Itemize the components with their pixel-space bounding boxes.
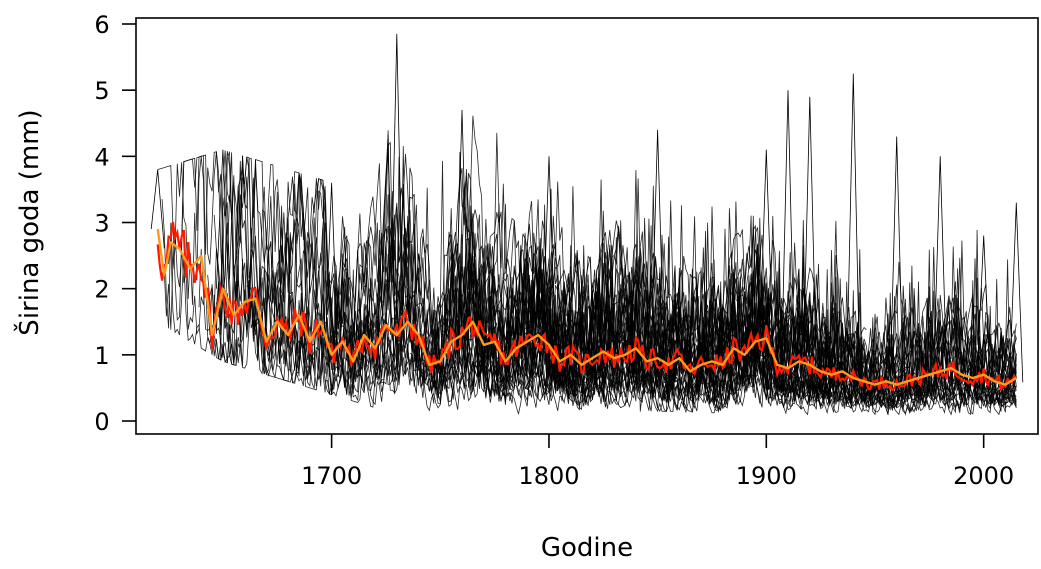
individual-series-peak (846, 73, 861, 383)
y-tick-label: 0 (94, 408, 109, 436)
individual-series-line (531, 301, 858, 416)
y-tick-label: 4 (94, 143, 109, 171)
individual-series-line (461, 252, 1004, 411)
y-tick-label: 3 (94, 210, 109, 238)
individual-series-peak (150, 169, 165, 249)
individual-series-peak (542, 156, 556, 353)
individual-series-peak (781, 90, 795, 374)
individual-series-peak (1009, 202, 1024, 383)
individual-series-peak (324, 182, 339, 362)
individual-series-peak (650, 129, 665, 365)
individual-series-line (324, 268, 1017, 416)
individual-series-peak (389, 33, 404, 344)
individual-series-peak (933, 156, 948, 377)
individual-series-line (637, 227, 1017, 400)
individual-series-peak (802, 96, 817, 371)
plot-frame (135, 17, 1039, 435)
y-axis-title: Širina goda (mm) (13, 109, 45, 335)
individual-series-peak (976, 235, 991, 380)
x-tick-label: 1800 (518, 462, 579, 490)
x-tick-label: 1700 (301, 462, 362, 490)
x-tick-label: 2000 (953, 462, 1014, 490)
individual-series-line (437, 287, 1017, 413)
individual-series-peak (455, 109, 469, 344)
x-axis-title: Godine (541, 533, 633, 563)
axes-group: 0 1 2 3 4 5 6 1700 1800 1900 2000 (94, 11, 1014, 490)
smoothed-mean-line (156, 228, 1017, 386)
mean-series-group (156, 221, 1018, 393)
y-tick-label: 6 (94, 11, 109, 39)
individual-series-peak (889, 136, 904, 389)
y-tick-label: 5 (94, 77, 109, 105)
individual-series-line (431, 201, 1017, 410)
x-tick-label: 1900 (736, 462, 797, 490)
individual-series-line (689, 249, 1017, 414)
y-tick-label: 2 (94, 276, 109, 304)
individual-series-peak (759, 149, 774, 347)
individual-series-peak (216, 149, 230, 302)
mean-series-line (156, 221, 1018, 393)
y-tick-label: 1 (94, 342, 109, 370)
